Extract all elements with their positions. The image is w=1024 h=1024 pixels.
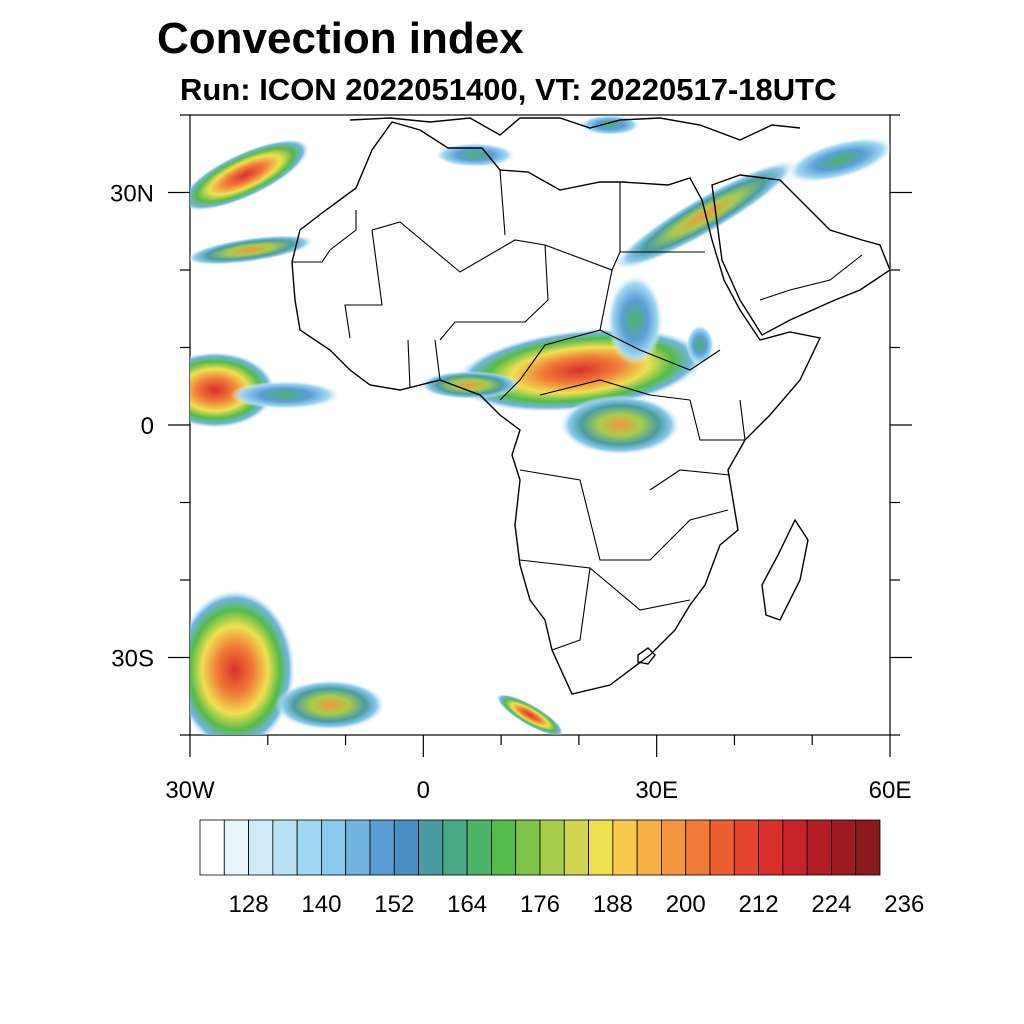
field-blob-equatorial-atlantic-tail [230,381,340,409]
chart-title: Convection index [157,14,524,63]
border-path [689,399,746,441]
field-blob-arabia [786,137,890,183]
colorbar: 128 140 152 164 176 188 200 212 224 236 [199,819,924,918]
border-path [434,339,441,381]
field-blob-aegean [580,115,640,135]
colorbar-swatch [199,819,225,876]
field-blob-southern-streak [496,694,564,735]
border-path [292,210,357,263]
border-path [371,221,705,273]
arabia-coastline [711,174,890,336]
colorbar-swatch [345,819,371,876]
coastlines [291,117,890,695]
y-tick-label: 30N [110,181,154,208]
colorbar-swatch [272,819,298,876]
colorbar-label: 200 [666,891,706,918]
colorbar-label: 188 [593,891,633,918]
border-path [589,567,691,611]
border-path [407,339,411,389]
colorbar-label: 176 [520,891,560,918]
x-tick-label: 30E [635,777,678,804]
colorbar-swatch [369,819,395,876]
colorbar-swatch [612,819,638,876]
convection-field [190,115,890,735]
colorbar-swatch [248,819,274,876]
border-path [499,269,613,401]
chart-subtitle: Run: ICON 2022051400, VT: 20220517-18UTC [180,72,837,107]
colorbar-swatch [758,819,784,876]
colorbar-swatch [588,819,614,876]
field-blob-sudan [607,275,663,365]
field-blob-congo [560,395,680,455]
colorbar-swatch [393,819,419,876]
border-path [344,229,383,339]
x-tick-label: 60E [869,777,912,804]
x-tick-label: 30W [165,777,215,804]
field-blob-south-atlantic [190,590,295,735]
colorbar-swatch [782,819,808,876]
axis-ticks: 30W 0 30E 60E 30N 0 30S [110,114,912,804]
colorbar-swatch [539,819,565,876]
colorbar-swatch [466,819,492,876]
colorbar-swatch [491,819,517,876]
border-path [439,244,549,341]
colorbar-label: 140 [301,891,341,918]
colorbar-label: 236 [884,891,924,918]
lesotho-border [637,647,656,665]
colorbar-swatch [685,819,711,876]
colorbar-swatch [636,819,662,876]
y-tick-label: 0 [141,413,154,440]
colorbar-label: 152 [374,891,414,918]
colorbar-swatch [806,819,832,876]
madagascar [761,518,809,621]
colorbar-label: 212 [739,891,779,918]
border-path [539,379,691,401]
border-path [599,329,721,371]
border-path [649,469,731,491]
colorbar-swatch [442,819,468,876]
colorbar-swatch [321,819,347,876]
colorbar-label: 224 [811,891,851,918]
field-blob-north-atlantic-2 [190,235,315,265]
colorbar-swatch [296,819,322,876]
colorbar-swatch [223,819,249,876]
colorbar-swatch [661,819,687,876]
border-path [519,469,729,561]
colorbar-swatch [733,819,759,876]
field-blob-ethiopia [686,325,714,365]
colorbar-swatch [418,819,444,876]
europe-coastline [349,117,801,141]
map-frame [189,114,891,736]
africa-coastline [291,121,822,695]
colorbar-swatch [855,819,881,876]
colorbar-swatch [831,819,857,876]
colorbar-swatch [709,819,735,876]
colorbar-label: 128 [229,891,269,918]
colorbar-swatch [563,819,589,876]
border-path [759,254,863,301]
country-borders [292,169,863,651]
field-blob-equatorial-atlantic [190,352,275,428]
field-blob-south-atlantic-2 [275,680,385,730]
border-path [519,559,591,651]
colorbar-swatch [515,819,541,876]
y-tick-label: 30S [111,646,154,673]
field-blob-red-sea [613,160,797,270]
x-tick-label: 0 [417,777,430,804]
border-path [499,169,506,236]
field-blob-gulf-of-guinea [420,371,520,399]
field-blob-mediterranean [435,143,515,167]
colorbar-label: 164 [447,891,487,918]
field-blob-north-atlantic-1 [190,139,310,211]
